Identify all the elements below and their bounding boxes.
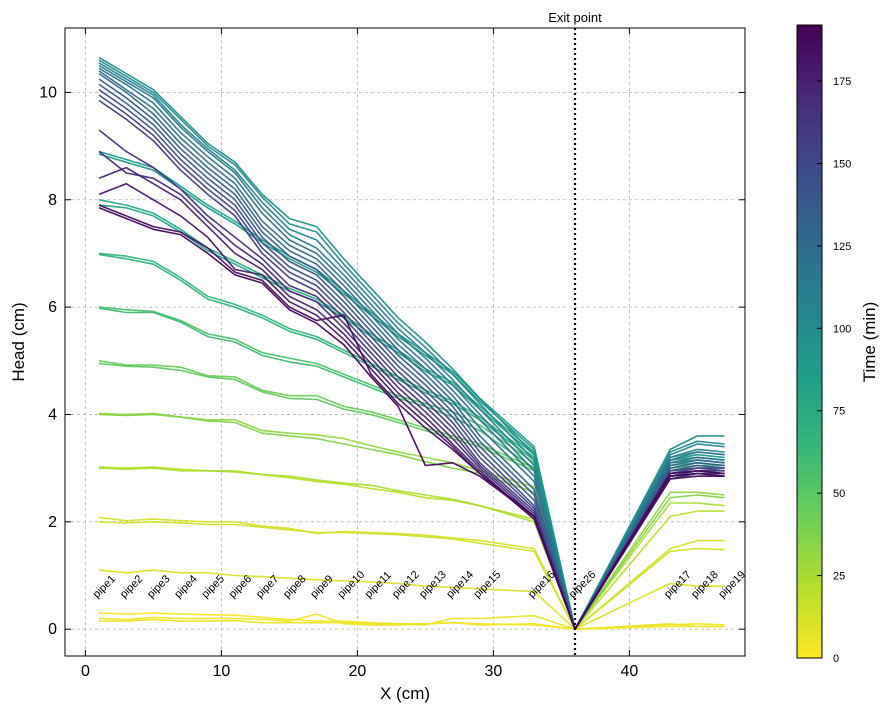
colorbar-tick-label: 25 <box>833 571 845 583</box>
x-axis-label: X (cm) <box>380 684 430 703</box>
series-line <box>99 614 725 631</box>
colorbar-ticks: 0 25 50 75 100 125 150 175 <box>817 76 851 665</box>
series-line <box>98 569 725 631</box>
colorbar <box>796 24 823 659</box>
y-tick-label: 0 <box>48 621 57 638</box>
y-tick-label: 4 <box>48 406 57 423</box>
colorbar-tick-label: 75 <box>833 406 845 418</box>
x-tick-label: 10 <box>213 663 231 680</box>
x-tick-label: 20 <box>349 663 367 680</box>
exit-point-label: Exit point <box>548 10 602 25</box>
x-tick-label: 40 <box>621 663 639 680</box>
y-tick-label: 10 <box>39 84 57 101</box>
series-line <box>98 613 725 631</box>
colorbar-label: Time (min) <box>860 302 879 383</box>
colorbar-tick-label: 125 <box>833 241 851 253</box>
y-axis-label: Head (cm) <box>9 302 28 381</box>
colorbar-tick-label: 0 <box>833 653 839 665</box>
x-axis-ticks: 0 10 20 30 40 <box>81 28 638 680</box>
x-tick-label: 0 <box>81 663 90 680</box>
series-line <box>98 520 725 631</box>
y-tick-label: 6 <box>48 299 57 316</box>
plot-frame <box>64 27 746 657</box>
colorbar-tick-label: 175 <box>833 76 851 88</box>
exit-layer: Exit point <box>548 10 602 656</box>
y-axis-ticks: 0 2 4 6 8 10 <box>39 84 745 638</box>
y-tick-label: 2 <box>48 514 57 531</box>
series-layer <box>98 56 725 631</box>
colorbar-tick-label: 100 <box>833 323 851 335</box>
colorbar-tick-label: 50 <box>833 488 845 500</box>
x-tick-label: 30 <box>485 663 503 680</box>
colorbar-tick-label: 150 <box>833 158 851 170</box>
series-line <box>98 207 725 631</box>
y-tick-label: 8 <box>48 192 57 209</box>
